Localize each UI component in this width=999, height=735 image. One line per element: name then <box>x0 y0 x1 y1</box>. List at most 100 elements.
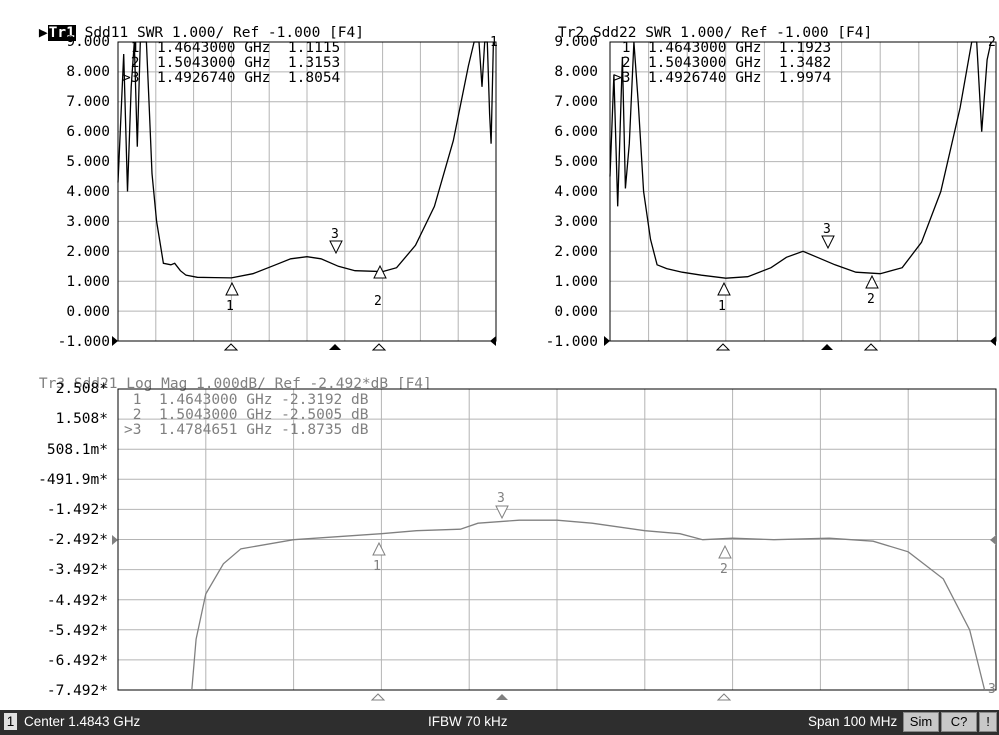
tr2-y-label: 7.000 <box>554 94 598 110</box>
marker-id: 1 <box>621 40 631 56</box>
marker-prefix <box>122 40 131 56</box>
tr1-y-label: 2.000 <box>66 244 110 260</box>
tr3-channel-label: 3 <box>988 682 996 697</box>
marker-value: -2.3192 dB <box>281 392 369 408</box>
tr3-marker2-tag: 2 <box>720 562 728 577</box>
sim-indicator[interactable]: Sim <box>903 712 939 732</box>
tr3-marker-row[interactable]: 1 1.4643000 GHz -2.3192 dB <box>124 392 369 408</box>
tr3-marker1-tag: 1 <box>373 559 381 574</box>
ifbw-setting[interactable]: IFBW 70 kHz <box>428 714 508 729</box>
marker-id: 3 <box>132 422 142 438</box>
tr1-marker1-triangle-icon[interactable] <box>225 281 239 296</box>
tr2-ref-arrow-left-icon[interactable] <box>604 336 610 346</box>
plot-canvas[interactable]: 1 2 3 1 2 3 1 2 3 1 2 3 <box>0 0 999 710</box>
tr2-marker-row[interactable]: 2 1.5043000 GHz 1.3482 <box>613 55 832 71</box>
tr3-marker-row[interactable]: >3 1.4784651 GHz -1.8735 dB <box>124 423 368 438</box>
marker-freq: 1.5043000 GHz <box>156 55 271 71</box>
tr3-marker1-triangle-icon[interactable] <box>372 541 386 556</box>
tr3-y-label: 2.508* <box>55 381 108 397</box>
tr3-marker1-indicator-icon[interactable] <box>370 693 386 701</box>
tr1-plot-frame <box>117 41 497 342</box>
tr2-plot-frame <box>609 41 997 342</box>
marker-prefix <box>613 55 622 71</box>
tr3-marker-row[interactable]: 2 1.5043000 GHz -2.5005 dB <box>124 407 369 423</box>
channel-indicator[interactable]: 1 <box>4 713 17 730</box>
center-frequency[interactable]: Center 1.4843 GHz <box>24 714 141 729</box>
marker-freq: 1.4643000 GHz <box>158 392 273 408</box>
tr2-marker1-triangle-icon[interactable] <box>717 281 731 296</box>
tr1-marker1-indicator-icon[interactable] <box>223 343 239 351</box>
tr2-marker2-tag: 2 <box>867 292 875 307</box>
tr2-y-label: 9.000 <box>554 34 598 50</box>
marker-freq: 1.5043000 GHz <box>647 55 762 71</box>
tr1-y-label: 4.000 <box>66 184 110 200</box>
tr2-header-text: Tr2 Sdd22 SWR 1.000/ Ref -1.000 [F4] <box>557 25 873 41</box>
tr3-marker3-indicator-icon[interactable] <box>496 694 508 700</box>
cal-status-indicator[interactable]: C? <box>941 712 977 732</box>
tr2-ref-arrow-right-icon[interactable] <box>990 336 996 346</box>
tr3-ref-arrow-right-icon[interactable] <box>990 535 996 545</box>
tr3-marker3-tag: 3 <box>497 491 505 506</box>
tr2-marker-row[interactable]: 1 1.4643000 GHz 1.1923 <box>613 40 832 56</box>
tr1-ref-arrow-right-icon[interactable] <box>490 336 496 346</box>
marker-id: 3 <box>130 70 140 86</box>
marker-prefix <box>613 40 622 56</box>
tr1-y-label: -1.000 <box>57 334 110 350</box>
tr3-marker3-triangle-icon[interactable] <box>495 505 509 520</box>
tr2-marker3-indicator-icon[interactable] <box>821 344 833 350</box>
tr1-marker2-tag: 2 <box>374 294 382 309</box>
tr1-y-label: 3.000 <box>66 214 110 230</box>
tr3-marker2-indicator-icon[interactable] <box>716 693 732 701</box>
marker-value: 1.3153 <box>287 55 341 71</box>
tr2-marker-row[interactable]: >3 1.4926740 GHz 1.9974 <box>613 71 831 86</box>
marker-id: 2 <box>132 407 142 423</box>
tr2-y-label: 5.000 <box>554 154 598 170</box>
tr3-y-label: -5.492* <box>46 623 108 639</box>
marker-id: 1 <box>130 40 140 56</box>
active-trace-arrow-icon: ▶ <box>38 25 48 41</box>
tr1-y-label: 6.000 <box>66 124 110 140</box>
span-setting[interactable]: Span 100 MHz <box>808 714 898 729</box>
tr1-marker2-indicator-icon[interactable] <box>371 343 387 351</box>
tr1-marker-row[interactable]: >3 1.4926740 GHz 1.8054 <box>122 71 340 86</box>
tr1-marker-row[interactable]: 1 1.4643000 GHz 1.1115 <box>122 40 341 56</box>
tr3-marker2-triangle-icon[interactable] <box>718 544 732 559</box>
tr2-marker2-triangle-icon[interactable] <box>865 274 879 289</box>
tr2-y-label: 6.000 <box>554 124 598 140</box>
tr2-marker1-tag: 1 <box>718 299 726 314</box>
marker-id: 3 <box>621 70 631 86</box>
tr2-marker3-triangle-icon[interactable] <box>821 235 835 250</box>
marker-value: 1.9974 <box>778 70 832 86</box>
tr1-active-tag: Tr1 <box>47 25 76 41</box>
tr3-y-label: -3.492* <box>46 562 108 578</box>
tr3-ref-arrow-left-icon[interactable] <box>112 535 118 545</box>
tr2-y-label: 0.000 <box>554 304 598 320</box>
tr1-ref-arrow-left-icon[interactable] <box>112 336 118 346</box>
marker-freq: 1.4643000 GHz <box>647 40 762 56</box>
tr3-header[interactable]: Tr3 Sdd21 Log Mag 1.000dB/ Ref -2.492*dB… <box>4 360 432 408</box>
tr1-y-label: 1.000 <box>66 274 110 290</box>
tr1-marker1-tag: 1 <box>226 299 234 314</box>
tr1-marker-row[interactable]: 2 1.5043000 GHz 1.3153 <box>122 55 341 71</box>
tr2-marker1-indicator-icon[interactable] <box>715 343 731 351</box>
tr1-header[interactable]: ▶Tr1 Sdd11 SWR 1.000/ Ref -1.000 [F4] <box>4 9 364 57</box>
tr2-y-label: 4.000 <box>554 184 598 200</box>
tr1-marker3-indicator-icon[interactable] <box>329 344 341 350</box>
status-bar: 1 Center 1.4843 GHz IFBW 70 kHz Span 100… <box>0 710 999 735</box>
tr2-y-label: 8.000 <box>554 64 598 80</box>
marker-value: -2.5005 dB <box>281 407 369 423</box>
tr2-marker2-indicator-icon[interactable] <box>863 343 879 351</box>
marker-value: -1.8735 dB <box>281 422 369 438</box>
tr1-marker2-triangle-icon[interactable] <box>373 264 387 279</box>
tr1-marker3-triangle-icon[interactable] <box>329 240 343 255</box>
marker-id: 1 <box>132 392 142 408</box>
tr3-y-label: -7.492* <box>46 683 108 699</box>
tr2-marker3-tag: 3 <box>823 222 831 237</box>
marker-freq: 1.4926740 GHz <box>647 70 762 86</box>
tr3-trace-line <box>191 519 986 691</box>
warning-indicator[interactable]: ! <box>979 712 997 732</box>
tr1-y-label: 5.000 <box>66 154 110 170</box>
tr2-header[interactable]: Tr2 Sdd22 SWR 1.000/ Ref -1.000 [F4] <box>523 9 872 57</box>
marker-freq: 1.4784651 GHz <box>158 422 273 438</box>
tr3-y-label: -4.492* <box>46 593 108 609</box>
